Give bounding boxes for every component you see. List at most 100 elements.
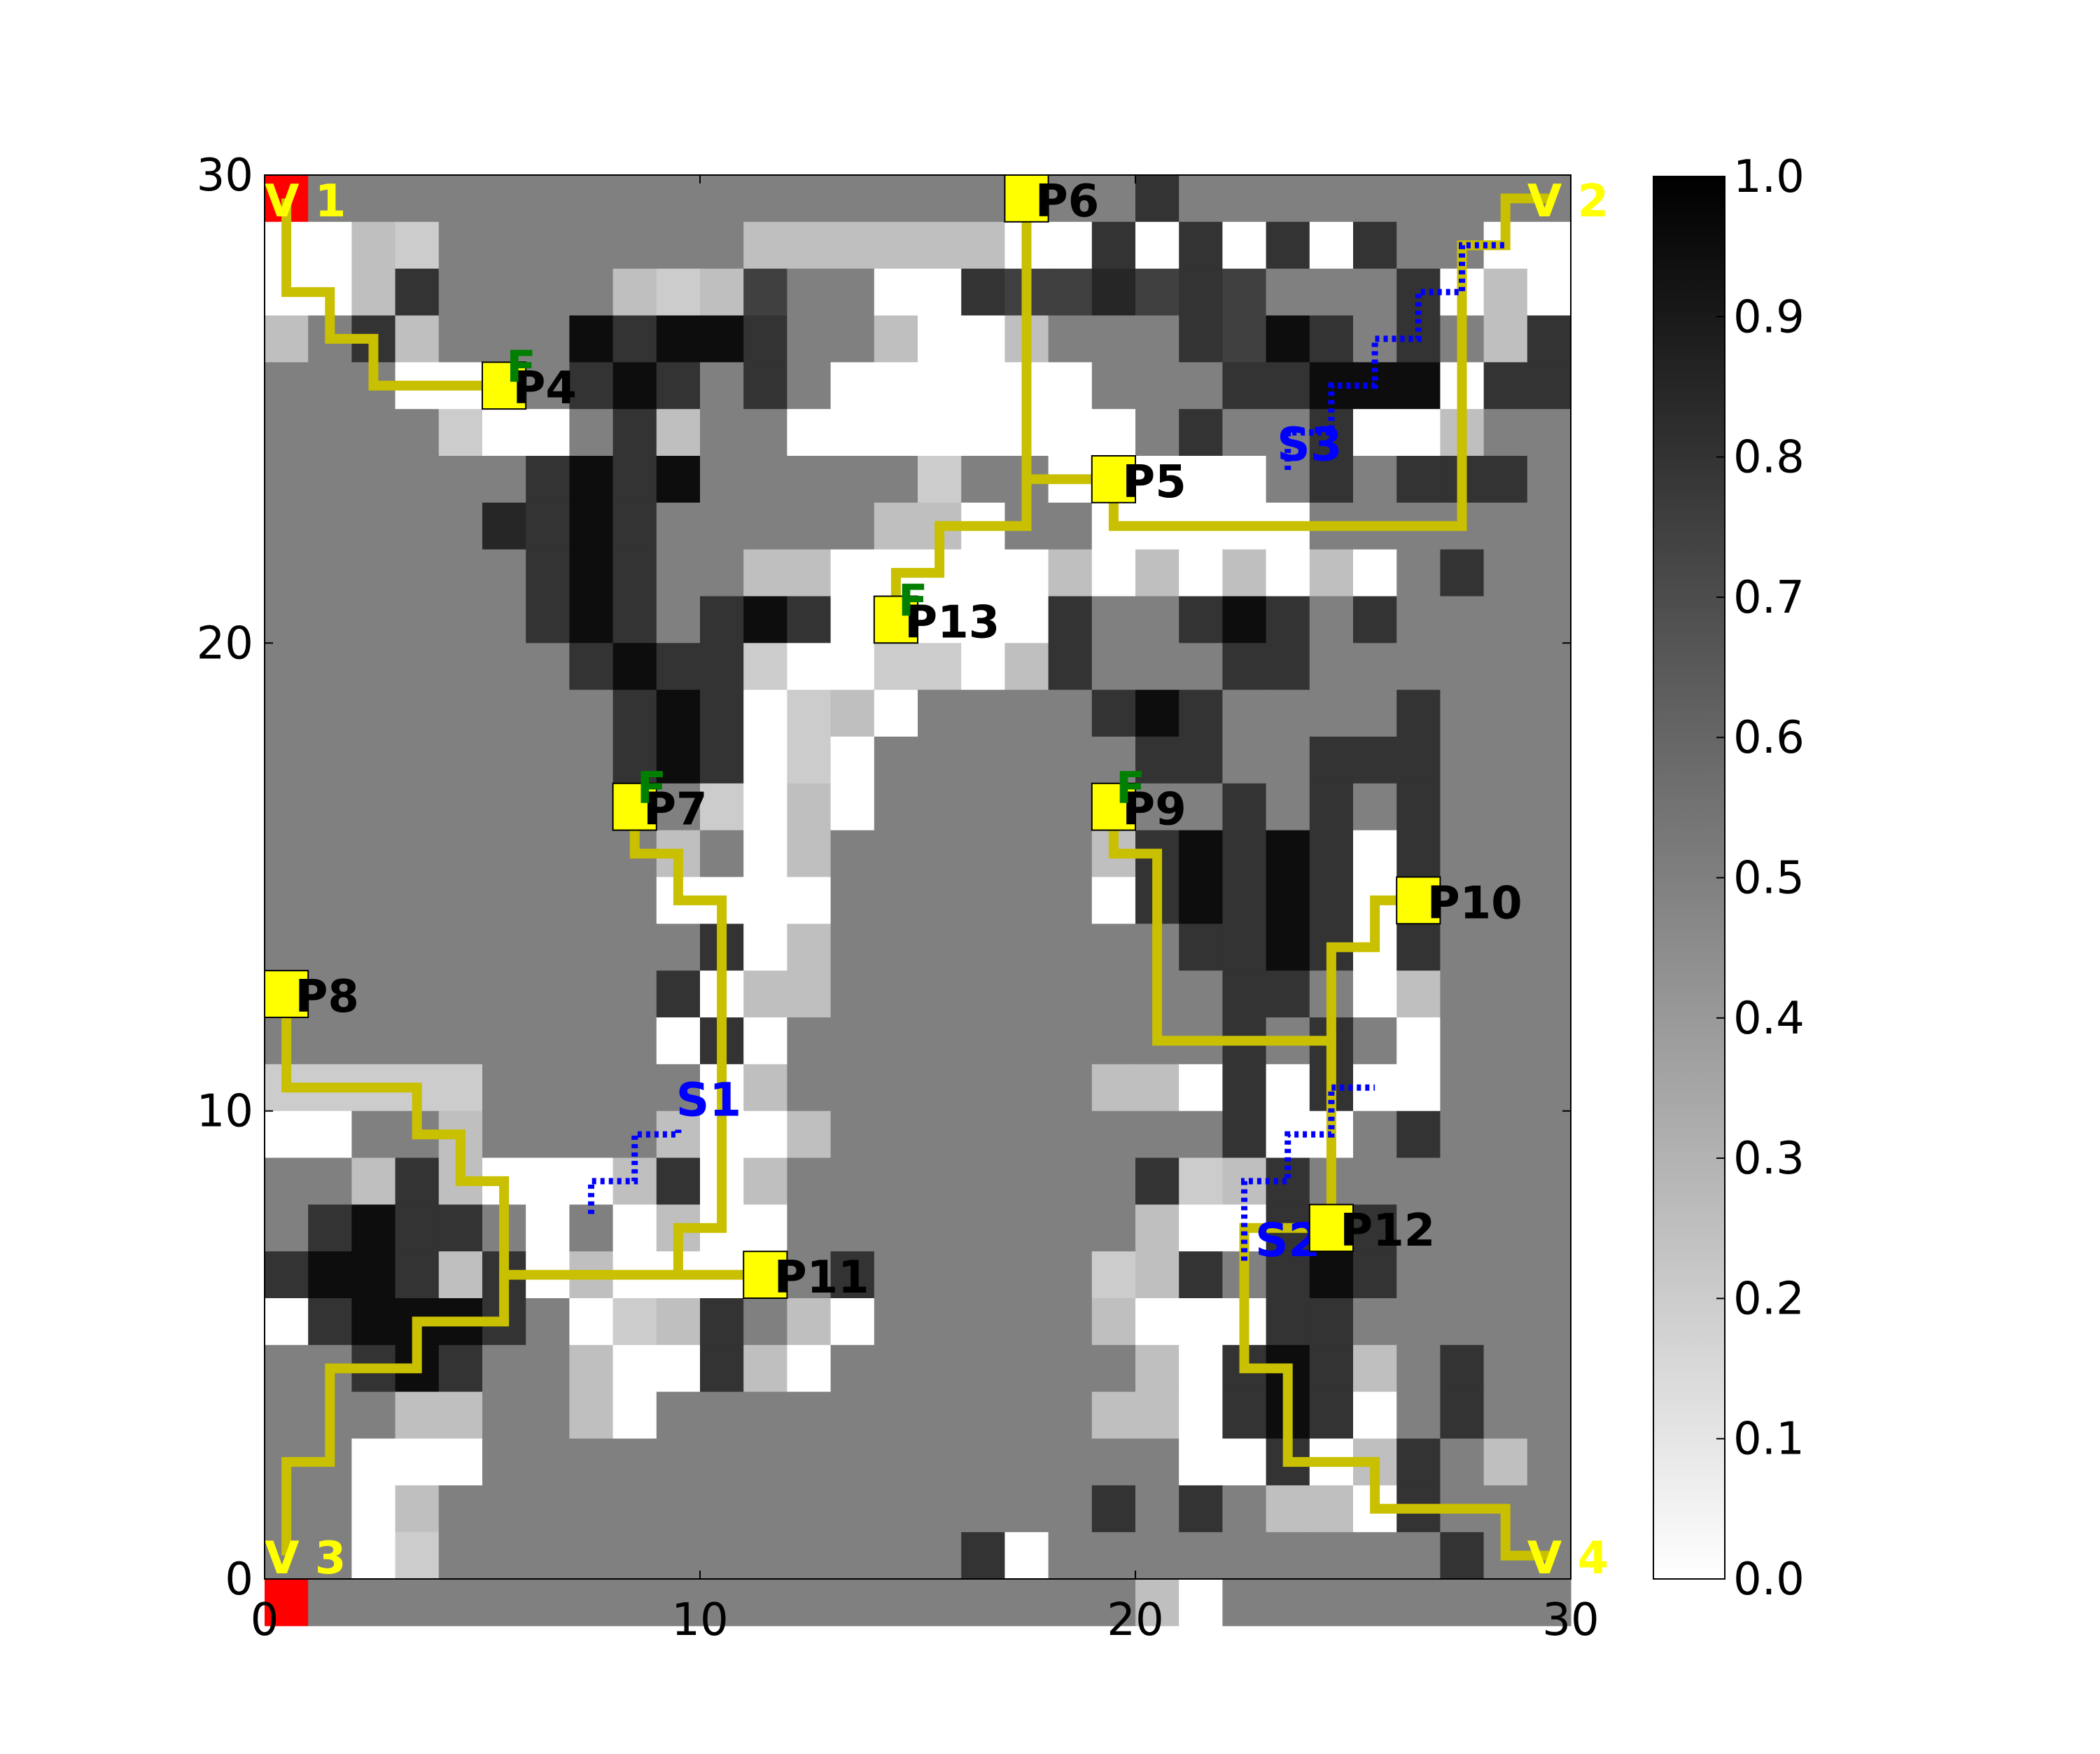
heatmap-cell <box>351 221 396 270</box>
heatmap-cell <box>1048 1344 1093 1393</box>
heatmap-cell <box>787 1391 832 1440</box>
heatmap-cell <box>787 409 832 457</box>
heatmap-cell <box>1527 1251 1572 1299</box>
heatmap-cell <box>308 1204 352 1252</box>
heatmap-cell <box>1396 1204 1441 1252</box>
heatmap-cell <box>1135 643 1180 690</box>
heatmap-cell <box>395 1251 440 1299</box>
heatmap-cell <box>1527 549 1572 597</box>
heatmap-cell <box>1135 783 1180 831</box>
heatmap-cell <box>351 830 396 878</box>
heatmap-cell <box>308 502 352 550</box>
heatmap-cell <box>787 1298 832 1346</box>
heatmap-cell <box>874 1157 918 1205</box>
heatmap-cell <box>1222 783 1267 831</box>
heatmap-cell <box>482 783 526 831</box>
heatmap-cell <box>438 549 483 597</box>
heatmap-cell <box>1048 1204 1093 1252</box>
heatmap-cell <box>482 502 526 550</box>
point-marker <box>612 782 657 831</box>
point-flag: F <box>1116 763 1145 814</box>
heatmap-cell <box>265 315 309 363</box>
heatmap-cell <box>918 783 962 831</box>
heatmap-cell <box>874 970 918 1018</box>
heatmap-cell <box>874 1204 918 1252</box>
heatmap-cell <box>1266 1298 1310 1346</box>
heatmap-cell <box>1179 1344 1223 1393</box>
heatmap-cell <box>265 362 309 410</box>
heatmap-cell <box>961 221 1005 270</box>
heatmap-cell <box>656 970 701 1018</box>
heatmap-cell <box>265 737 309 784</box>
heatmap-cell <box>351 175 396 223</box>
heatmap-cell <box>351 737 396 784</box>
heatmap-cell <box>1353 1579 1397 1627</box>
heatmap-cell <box>1004 924 1049 971</box>
heatmap-cell <box>1179 1157 1223 1205</box>
heatmap-cell <box>308 924 352 971</box>
heatmap-cell <box>482 737 526 784</box>
heatmap-cell <box>1483 596 1528 643</box>
heatmap-cell <box>1527 1064 1572 1112</box>
heatmap-cell <box>526 1344 570 1393</box>
heatmap-cell <box>961 1485 1005 1533</box>
heatmap-cell <box>1440 1251 1485 1299</box>
heatmap-cell <box>1396 175 1441 223</box>
heatmap-cell <box>1309 1485 1354 1533</box>
point-flag: F <box>898 576 927 627</box>
heatmap-cell <box>351 924 396 971</box>
heatmap-cell <box>1527 830 1572 878</box>
heatmap-cell <box>438 1532 483 1580</box>
point-label: P9 <box>1122 784 1186 836</box>
heatmap-cell <box>308 409 352 457</box>
heatmap-cell <box>308 737 352 784</box>
heatmap-cell <box>1179 970 1223 1018</box>
heatmap-cell <box>1353 1204 1397 1252</box>
heatmap-cell <box>1004 1157 1049 1205</box>
heatmap-cell <box>1266 315 1310 363</box>
heatmap-cell <box>569 596 614 643</box>
heatmap-cell <box>1353 315 1397 363</box>
heatmap-cell <box>874 1298 918 1346</box>
heatmap-cell <box>700 1391 744 1440</box>
heatmap-cell <box>1527 690 1572 737</box>
heatmap-cell <box>265 643 309 690</box>
heatmap-cell <box>1135 362 1180 410</box>
heatmap-cell <box>1004 877 1049 924</box>
heatmap-cell <box>1004 783 1049 831</box>
heatmap-cell <box>1179 877 1223 924</box>
heatmap-cell <box>830 690 875 737</box>
heatmap-cell <box>918 221 962 270</box>
heatmap-cell <box>351 1204 396 1252</box>
heatmap-cell <box>1527 409 1572 457</box>
heatmap-cell <box>1396 783 1441 831</box>
heatmap-cell <box>482 1391 526 1440</box>
heatmap-cell <box>787 315 832 363</box>
heatmap-cell <box>1440 1064 1485 1112</box>
heatmap-cell <box>743 1157 788 1205</box>
heatmap-cell <box>1091 1157 1136 1205</box>
heatmap-cell <box>526 596 570 643</box>
heatmap-cell <box>438 175 483 223</box>
heatmap-cell <box>265 783 309 831</box>
heatmap-cell <box>526 783 570 831</box>
heatmap-cell <box>961 1111 1005 1159</box>
heatmap-cell <box>918 175 962 223</box>
heatmap-cell <box>1483 549 1528 597</box>
heatmap-cell <box>438 1064 483 1112</box>
heatmap-cell <box>700 1579 744 1627</box>
heatmap-cell <box>656 362 701 410</box>
heatmap-cell <box>1353 690 1397 737</box>
heatmap-cell <box>1222 175 1267 223</box>
heatmap-cell <box>700 549 744 597</box>
heatmap-cell <box>1440 970 1485 1018</box>
heatmap-cell <box>700 596 744 643</box>
heatmap-cell <box>961 549 1005 597</box>
point-marker <box>1308 1204 1354 1253</box>
heatmap-cell <box>526 1064 570 1112</box>
heatmap-cell <box>612 1391 657 1440</box>
colorbar-tick-label: 0.5 <box>1733 853 1805 905</box>
heatmap-cell <box>700 1344 744 1393</box>
heatmap-cell <box>1266 830 1310 878</box>
heatmap-cell <box>395 175 440 223</box>
